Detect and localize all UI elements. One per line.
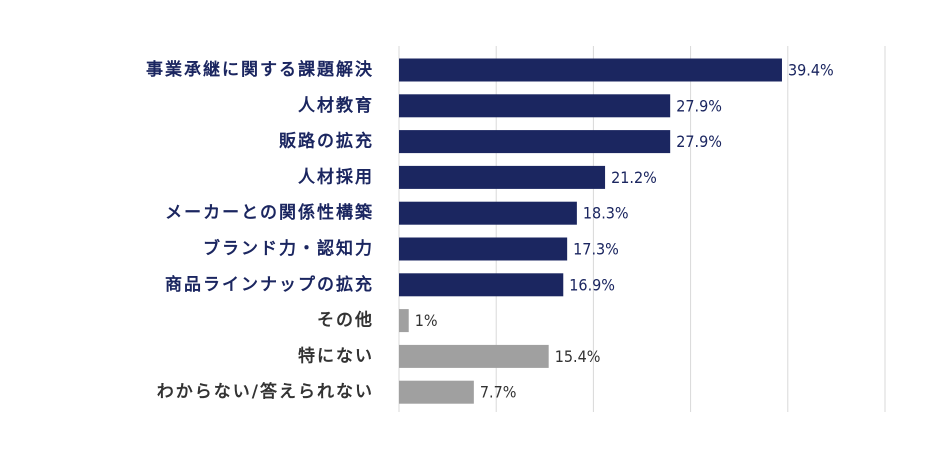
category-label: ブランド力・認知力 bbox=[203, 238, 374, 259]
value-label: 21.2% bbox=[611, 168, 657, 187]
value-labels: 39.4% 27.9% 27.9% 21.2% 18.3% 17.3% 16.9% 1% 15.… bbox=[415, 61, 834, 402]
value-label: 39.4% bbox=[788, 61, 834, 80]
value-label: 16.9% bbox=[569, 275, 615, 294]
value-label: 27.9% bbox=[676, 132, 722, 151]
category-labels: 事業承継に関する課題解決人材教育販路の拡充人材採用メーカーとの関係性構築ブランド… bbox=[146, 59, 374, 402]
bar bbox=[399, 344, 549, 368]
bar bbox=[399, 273, 564, 297]
bar bbox=[399, 165, 606, 189]
value-label: 1% bbox=[415, 311, 438, 330]
bar bbox=[399, 380, 474, 404]
value-label: 7.7% bbox=[480, 383, 517, 402]
category-label: 人材採用 bbox=[298, 166, 374, 187]
bar bbox=[399, 58, 782, 82]
category-label: 事業承継に関する課題解決 bbox=[146, 59, 374, 80]
value-label: 17.3% bbox=[573, 240, 619, 259]
value-label: 18.3% bbox=[583, 204, 629, 223]
category-label: わからない/答えられない bbox=[157, 381, 374, 402]
category-label: 特にない bbox=[298, 345, 374, 366]
bar bbox=[399, 94, 671, 118]
bars bbox=[399, 58, 782, 404]
category-label: 販路の拡充 bbox=[279, 131, 374, 152]
bar bbox=[399, 130, 671, 154]
category-label: メーカーとの関係性構築 bbox=[165, 202, 374, 223]
value-label: 15.4% bbox=[555, 347, 601, 366]
bar bbox=[399, 309, 409, 333]
value-label: 27.9% bbox=[676, 96, 722, 115]
category-label: その他 bbox=[317, 310, 374, 331]
bar bbox=[399, 237, 568, 261]
category-label: 人材教育 bbox=[298, 95, 374, 116]
bar bbox=[399, 201, 577, 225]
category-label: 商品ラインナップの拡充 bbox=[165, 274, 374, 295]
